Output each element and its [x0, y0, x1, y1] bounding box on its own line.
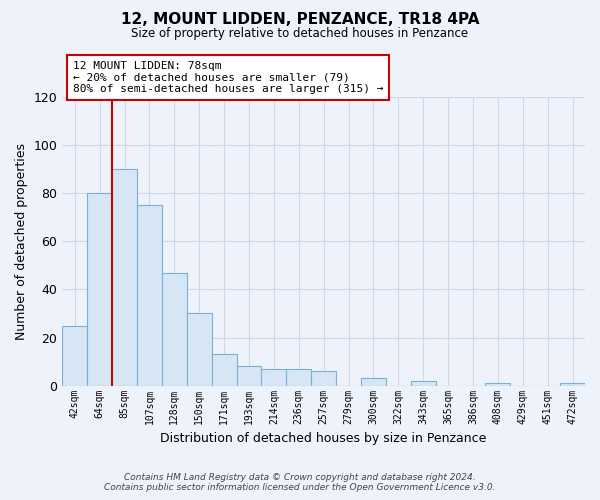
Bar: [87, 193, 112, 386]
Bar: [137, 206, 162, 386]
Bar: [286, 369, 311, 386]
Bar: [187, 314, 212, 386]
Bar: [236, 366, 262, 386]
Bar: [560, 383, 585, 386]
Bar: [262, 369, 286, 386]
Bar: [62, 326, 87, 386]
Text: Contains HM Land Registry data © Crown copyright and database right 2024.
Contai: Contains HM Land Registry data © Crown c…: [104, 473, 496, 492]
Text: 12 MOUNT LIDDEN: 78sqm
← 20% of detached houses are smaller (79)
80% of semi-det: 12 MOUNT LIDDEN: 78sqm ← 20% of detached…: [73, 61, 383, 94]
Y-axis label: Number of detached properties: Number of detached properties: [15, 143, 28, 340]
X-axis label: Distribution of detached houses by size in Penzance: Distribution of detached houses by size …: [160, 432, 487, 445]
Bar: [212, 354, 236, 386]
Text: Size of property relative to detached houses in Penzance: Size of property relative to detached ho…: [131, 28, 469, 40]
Bar: [361, 378, 386, 386]
Bar: [485, 383, 511, 386]
Text: 12, MOUNT LIDDEN, PENZANCE, TR18 4PA: 12, MOUNT LIDDEN, PENZANCE, TR18 4PA: [121, 12, 479, 28]
Bar: [112, 169, 137, 386]
Bar: [162, 272, 187, 386]
Bar: [411, 381, 436, 386]
Bar: [311, 371, 336, 386]
